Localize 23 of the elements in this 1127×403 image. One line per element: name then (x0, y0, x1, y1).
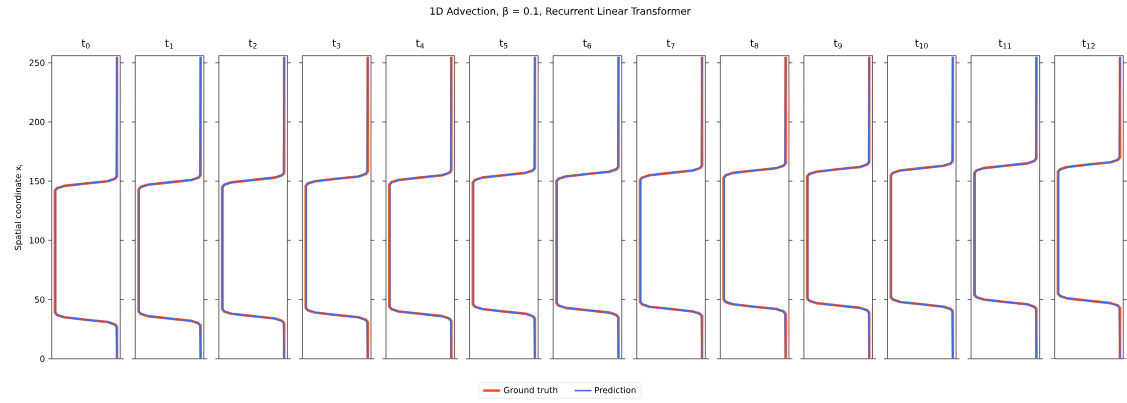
chart-title: t$_{4}$ (415, 39, 425, 49)
y-tick-label: 250 (29, 59, 45, 67)
chart-title: t$_{2}$ (248, 39, 257, 49)
chart-title: t$_{9}$ (833, 39, 842, 49)
chart-title: t$_{7}$ (666, 39, 675, 49)
legend-label: Prediction (595, 386, 636, 394)
legend-label: Ground truth (503, 386, 558, 394)
chart-title: t$_{11}$ (998, 39, 1012, 49)
text: 1D Advection, β = 0.1, Recurrent Linear Transformer (430, 7, 691, 18)
y-tick-label: 50 (34, 296, 45, 304)
chart-title: t$_{12}$ (1082, 39, 1095, 49)
chart-title: t$_{3}$ (332, 39, 341, 49)
y-tick-label: 0 (40, 355, 45, 363)
chart-title: t$_{5}$ (499, 39, 508, 49)
chart-title: t$_{8}$ (750, 39, 759, 49)
y-axis-title: Spatial coordinate x$_{i}$ (14, 165, 23, 251)
y-tick-label: 100 (29, 237, 45, 244)
chart-title: t$_{6}$ (583, 39, 592, 49)
y-tick-label: 200 (29, 119, 45, 126)
chart-title: t$_{1}$ (165, 39, 173, 49)
chart-title: t$_{0}$ (81, 39, 90, 49)
y-tick-label: 150 (29, 178, 45, 185)
chart-title: t$_{10}$ (915, 39, 928, 49)
